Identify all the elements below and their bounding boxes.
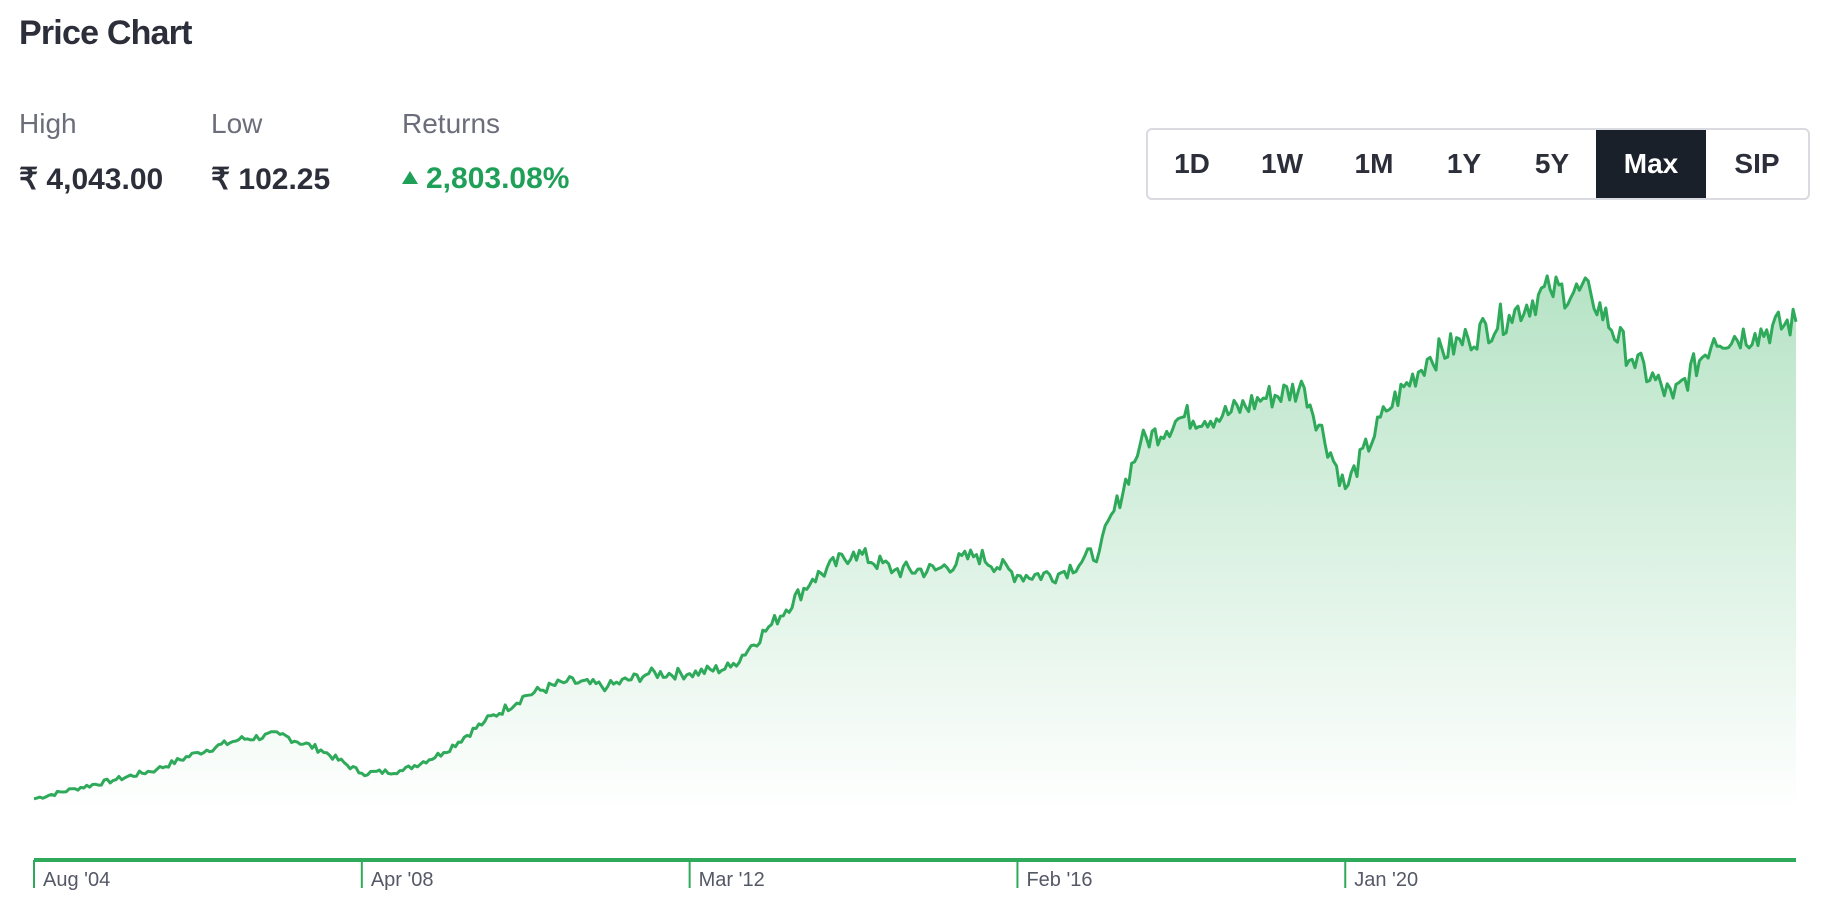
range-1m-button[interactable]: 1M (1354, 148, 1394, 179)
range-5y-button[interactable]: 5Y (1534, 148, 1570, 179)
returns-label: Returns (402, 108, 501, 139)
range-sip-button[interactable]: SIP (1734, 148, 1780, 179)
x-tick-label: Feb '16 (1026, 869, 1092, 891)
low-label: Low (211, 108, 263, 139)
high-stat: High ₹ 4,043.00 (19, 108, 163, 197)
range-max-button[interactable]: Max (1596, 130, 1706, 198)
x-tick-label: Mar '12 (699, 869, 765, 891)
low-value: ₹ 102.25 (211, 163, 331, 196)
range-1y-button[interactable]: 1Y (1446, 148, 1482, 179)
high-label: High (19, 108, 77, 139)
returns-stat: Returns 2,803.08% (402, 108, 569, 196)
high-value: ₹ 4,043.00 (19, 163, 164, 196)
up-triangle-icon (402, 171, 418, 184)
x-tick-label: Apr '08 (371, 869, 434, 891)
range-selector: 1D 1W 1M 1Y 5Y Max SIP (1146, 128, 1810, 200)
range-1w-button[interactable]: 1W (1261, 148, 1303, 179)
range-1d-button[interactable]: 1D (1174, 148, 1210, 179)
low-stat: Low ₹ 102.25 (211, 108, 330, 197)
returns-value-wrap: 2,803.08% (402, 162, 569, 196)
page-title: Price Chart (19, 14, 192, 52)
x-tick-label: Aug '04 (43, 869, 110, 891)
x-tick-label: Jan '20 (1354, 869, 1418, 891)
price-area (34, 275, 1796, 812)
price-chart: Aug '04 Apr '08 Mar '12 Feb '16 Jan '20 (33, 274, 1798, 891)
price-line (33, 274, 1798, 801)
returns-value: 2,803.08% (426, 162, 570, 195)
